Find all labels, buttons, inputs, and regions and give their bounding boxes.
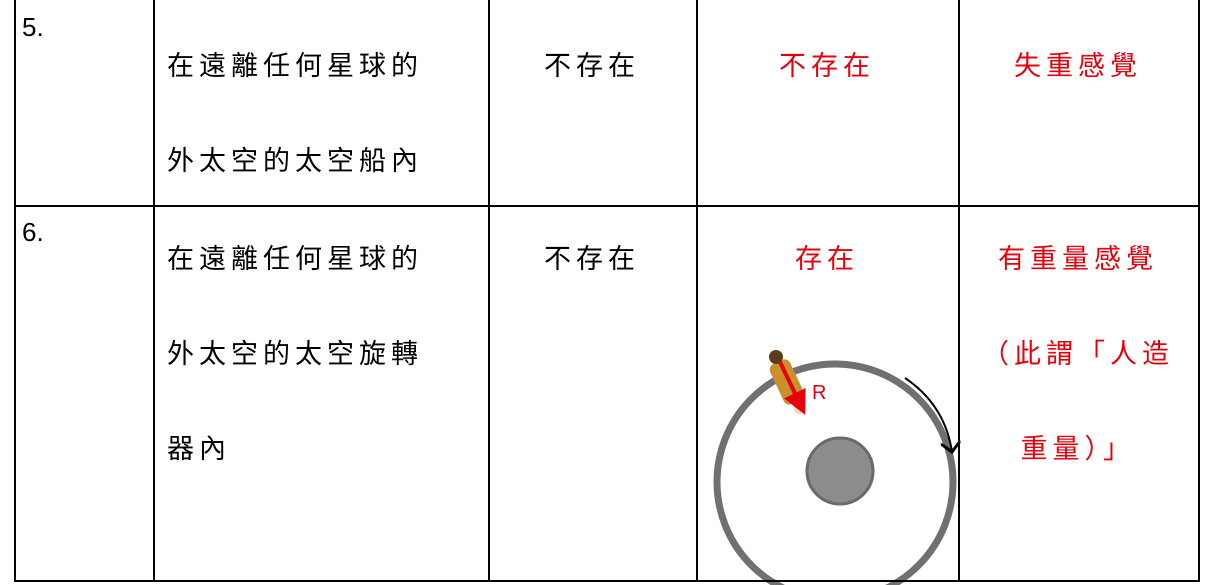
feeling-text: 重量）」	[1020, 434, 1135, 465]
radius-arrow	[778, 361, 806, 415]
diagram-label: R	[812, 382, 827, 404]
place-text: 外太空的太空船內	[167, 146, 423, 177]
column-border	[696, 0, 698, 582]
row-number: 5.	[22, 12, 44, 42]
place-text: 在遠離任何星球的	[167, 51, 423, 82]
column-border	[1198, 0, 1200, 582]
place-text: 器內	[167, 434, 231, 465]
column-border	[14, 0, 16, 582]
support-text: 存在	[795, 244, 859, 275]
rotation-arrow	[904, 377, 952, 452]
gravity-text: 不存在	[544, 51, 640, 82]
column-border	[488, 0, 490, 582]
row-border	[14, 580, 1200, 582]
feeling-text: 失重感覺	[1014, 51, 1142, 82]
station-hub	[805, 436, 875, 506]
feeling-text: （此謂「人造	[982, 339, 1174, 370]
gravity-text: 不存在	[544, 244, 640, 275]
row-border	[14, 205, 1200, 207]
column-border	[958, 0, 960, 582]
row-number: 6.	[22, 217, 44, 247]
station-ring	[713, 360, 957, 585]
place-text: 外太空的太空旋轉	[167, 339, 423, 370]
place-text: 在遠離任何星球的	[167, 244, 423, 275]
feeling-text: 有重量感覺	[998, 244, 1158, 275]
support-text: 不存在	[779, 51, 875, 82]
column-border	[153, 0, 155, 582]
